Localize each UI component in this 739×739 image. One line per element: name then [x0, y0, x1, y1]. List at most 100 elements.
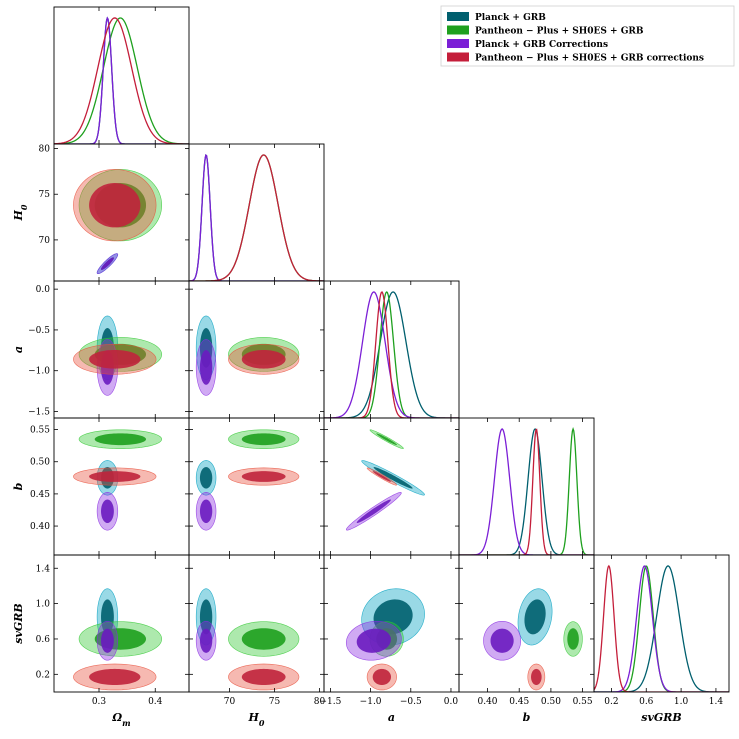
x-axis-label-Om: Ωm — [111, 711, 130, 728]
marginal-curve-4 — [54, 17, 189, 144]
marginal-curve-1 — [54, 16, 189, 144]
x-tick-label: 0.4 — [148, 697, 163, 707]
contour-68-4 — [89, 668, 141, 686]
marginal-curve-4 — [594, 564, 729, 692]
x-tick-label: 0.45 — [509, 697, 529, 707]
y-tick-label: 70 — [39, 236, 51, 246]
contour-68-3 — [356, 628, 391, 653]
marginal-curve-1 — [594, 565, 729, 692]
marginal-curve-3 — [459, 428, 594, 555]
panel-frame — [188, 143, 325, 282]
x-tick-label: 1.4 — [709, 697, 724, 707]
contour-68-1 — [101, 599, 114, 635]
marginal-sv — [594, 564, 729, 692]
contour-68-4 — [241, 668, 286, 686]
panel-frame — [458, 417, 595, 556]
panel-H0-sv — [195, 588, 300, 691]
panel-Om-a — [73, 315, 163, 396]
marginal-curve-2 — [54, 17, 189, 144]
contour-68-2 — [567, 628, 579, 650]
y-axis-label-b: b — [12, 482, 25, 490]
panel-frame — [323, 417, 460, 556]
x-axis-label-a: a — [388, 711, 395, 724]
x-axis-label-sv: svGRB — [641, 711, 681, 724]
marginal-curve-2 — [189, 154, 324, 281]
contour-68-3 — [101, 628, 114, 653]
contour-68-4 — [89, 349, 141, 369]
x-tick-label: 0.3 — [92, 697, 107, 707]
legend-swatch — [447, 25, 469, 35]
x-tick-label: −1.0 — [360, 697, 382, 707]
legend-label: Pantheon − Plus + SH0ES + GRB — [475, 27, 644, 37]
contour-68-3 — [101, 499, 114, 523]
panel-Om-b — [73, 429, 163, 531]
panel-Om-H0 — [73, 169, 163, 275]
contour-68-4 — [89, 471, 141, 482]
contour-68-3 — [490, 628, 514, 653]
marginal-H0 — [189, 153, 324, 281]
contour-68-4 — [89, 182, 141, 228]
x-tick-label: 80 — [314, 697, 326, 707]
marginal-curve-3 — [54, 16, 189, 144]
marginal-curve-2 — [324, 291, 459, 418]
marginal-curve-2 — [459, 426, 594, 555]
x-tick-label: 0.6 — [639, 697, 654, 707]
marginal-curve-3 — [324, 291, 459, 418]
y-axis-label-a: a — [12, 346, 25, 353]
x-tick-label: −1.5 — [319, 697, 341, 707]
x-tick-label: 0.50 — [541, 697, 561, 707]
contour-68-3 — [199, 499, 213, 523]
x-tick-label: 0.40 — [477, 697, 497, 707]
marginal-b — [459, 426, 594, 555]
x-tick-label: 0.2 — [604, 697, 618, 707]
y-tick-label: −0.5 — [28, 326, 50, 336]
y-tick-label: 1.4 — [36, 564, 51, 574]
contour-68-1 — [373, 599, 413, 635]
marginal-curve-4 — [459, 428, 594, 555]
marginal-curve-1 — [459, 428, 594, 555]
y-tick-label: −1.0 — [28, 367, 50, 377]
contour-68-1 — [373, 467, 413, 489]
legend-swatch — [447, 52, 469, 62]
y-tick-label: 75 — [39, 190, 51, 200]
contour-68-2 — [241, 628, 286, 650]
marginal-curve-4 — [189, 154, 324, 281]
marginal-a — [324, 291, 459, 418]
legend-swatch — [447, 12, 469, 21]
y-tick-label: 80 — [39, 145, 51, 155]
y-tick-label: −1.5 — [28, 407, 50, 417]
legend-label: Planck + GRB Corrections — [475, 40, 608, 50]
y-tick-label: 0.50 — [30, 458, 50, 468]
y-tick-label: 0.6 — [36, 635, 51, 645]
panel-frame — [593, 554, 730, 693]
legend-box — [440, 5, 735, 67]
panel-a-sv — [345, 588, 425, 691]
x-tick-label: 75 — [269, 697, 281, 707]
contour-68-3 — [101, 257, 114, 270]
contour-68-1 — [524, 599, 546, 635]
contour-68-3 — [199, 350, 213, 385]
x-tick-label: −0.5 — [400, 697, 422, 707]
panel-Om-sv — [73, 588, 163, 691]
y-tick-label: 0.40 — [30, 522, 50, 532]
panel-frame — [323, 280, 460, 419]
panel-a-b — [345, 429, 425, 531]
contour-68-2 — [94, 433, 147, 446]
contour-68-4 — [241, 349, 286, 369]
legend: Planck + GRB Pantheon − Plus + SH0ES + GR… — [440, 5, 735, 67]
legend-label: Pantheon − Plus + SH0ES + GRB correction… — [475, 54, 704, 64]
contour-68-1 — [199, 467, 213, 489]
legend-label: Planck + GRB — [475, 13, 546, 23]
contour-68-4 — [372, 668, 392, 686]
y-tick-label: 0.55 — [30, 426, 50, 436]
y-tick-label: 1.0 — [36, 600, 51, 610]
contour-68-4 — [372, 471, 392, 482]
x-axis-label-H0: H0 — [248, 711, 265, 728]
marginal-curve-4 — [324, 291, 459, 418]
marginal-curve-1 — [324, 291, 459, 418]
y-tick-label: 0.2 — [36, 670, 50, 680]
contour-68-3 — [199, 628, 213, 653]
y-tick-label: 0.45 — [30, 490, 50, 500]
x-tick-label: 1.0 — [674, 697, 689, 707]
